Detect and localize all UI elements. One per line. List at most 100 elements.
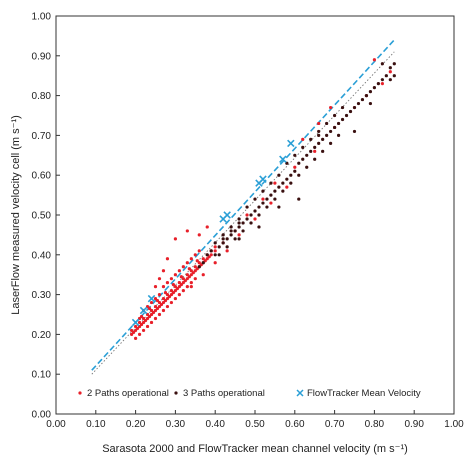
data-point xyxy=(305,153,309,157)
y-tick-label: 0.30 xyxy=(32,290,52,301)
data-point xyxy=(372,58,376,62)
data-point xyxy=(376,82,380,86)
data-point xyxy=(207,255,211,259)
data-point xyxy=(130,328,134,333)
data-point xyxy=(356,101,361,106)
data-point xyxy=(145,316,150,321)
data-point xyxy=(237,217,241,221)
data-point xyxy=(181,289,185,293)
legend-marker-x xyxy=(296,389,304,397)
data-point xyxy=(185,229,189,233)
data-point xyxy=(195,259,199,263)
data-point xyxy=(201,273,205,277)
data-point xyxy=(147,314,152,319)
data-point xyxy=(293,169,297,173)
x-tick-label: 0.10 xyxy=(86,419,106,430)
data-point xyxy=(155,306,160,311)
data-point xyxy=(149,308,154,313)
series-3 xyxy=(131,139,295,327)
y-tick-label: 0.60 xyxy=(32,171,52,182)
data-point xyxy=(245,213,249,217)
data-point xyxy=(309,137,313,141)
data-point xyxy=(130,332,134,336)
data-point xyxy=(352,129,357,134)
data-point xyxy=(173,289,177,293)
data-point xyxy=(195,267,199,271)
data-point xyxy=(213,249,217,253)
data-point xyxy=(213,245,217,249)
data-point xyxy=(237,233,241,237)
data-point xyxy=(229,233,233,237)
data-point xyxy=(165,293,170,297)
data-point xyxy=(301,137,305,141)
data-point xyxy=(261,189,265,193)
data-point xyxy=(297,173,301,177)
data-point xyxy=(317,141,321,145)
data-point xyxy=(177,285,181,289)
x-tick-label: 0.30 xyxy=(166,419,186,430)
data-point xyxy=(285,185,289,189)
x-tick-label: 0.50 xyxy=(245,419,265,430)
data-point-x xyxy=(131,318,140,327)
data-point xyxy=(197,265,201,269)
data-point xyxy=(134,336,138,340)
data-point xyxy=(352,105,357,110)
data-point xyxy=(293,153,297,157)
data-point xyxy=(134,328,138,333)
data-point xyxy=(179,283,183,287)
data-point xyxy=(313,149,317,153)
data-point xyxy=(193,253,197,257)
data-point xyxy=(257,213,261,217)
data-point xyxy=(181,277,185,281)
data-point xyxy=(157,277,162,281)
data-point xyxy=(191,271,195,275)
data-point xyxy=(169,277,174,281)
y-tick-label: 0.00 xyxy=(32,410,52,421)
data-point xyxy=(173,296,177,301)
data-point xyxy=(273,181,277,185)
data-point xyxy=(161,300,166,305)
data-point xyxy=(253,197,257,201)
data-point xyxy=(175,287,179,291)
data-point xyxy=(360,97,365,102)
data-point xyxy=(392,62,396,66)
data-point xyxy=(285,177,289,181)
data-point xyxy=(163,298,168,303)
data-point xyxy=(157,293,162,297)
data-point xyxy=(171,291,176,295)
data-point xyxy=(340,117,345,122)
data-point xyxy=(137,332,142,336)
x-tick-label: 0.90 xyxy=(404,419,424,430)
data-point xyxy=(147,306,152,311)
data-point xyxy=(132,330,136,335)
data-point xyxy=(157,304,162,309)
data-point xyxy=(249,221,253,225)
x-tick-label: 0.80 xyxy=(365,419,385,430)
data-point-x xyxy=(287,139,295,148)
data-point xyxy=(221,237,225,241)
data-point xyxy=(201,257,205,261)
data-point xyxy=(301,145,305,149)
x-axis-ticks: 0.00 0.10 0.20 0.30 0.40 0.50 0.60 0.70 0.80 0.90… xyxy=(46,410,464,430)
data-point xyxy=(205,225,209,229)
data-point xyxy=(183,279,187,283)
data-point xyxy=(153,316,158,321)
data-point xyxy=(141,328,146,333)
legend-marker xyxy=(78,391,82,395)
x-tick-label: 1.00 xyxy=(444,419,464,430)
data-point xyxy=(293,165,297,169)
data-point xyxy=(269,193,273,197)
data-point-x xyxy=(259,175,267,183)
data-point xyxy=(281,181,285,185)
data-point xyxy=(189,257,193,261)
data-point xyxy=(181,281,185,285)
data-point xyxy=(364,94,369,98)
data-point xyxy=(187,275,191,279)
data-point xyxy=(305,165,309,169)
data-point xyxy=(321,137,325,141)
data-point xyxy=(261,197,265,201)
data-point xyxy=(336,121,341,126)
data-point xyxy=(171,283,176,287)
data-point xyxy=(155,298,160,303)
data-point xyxy=(317,129,321,134)
